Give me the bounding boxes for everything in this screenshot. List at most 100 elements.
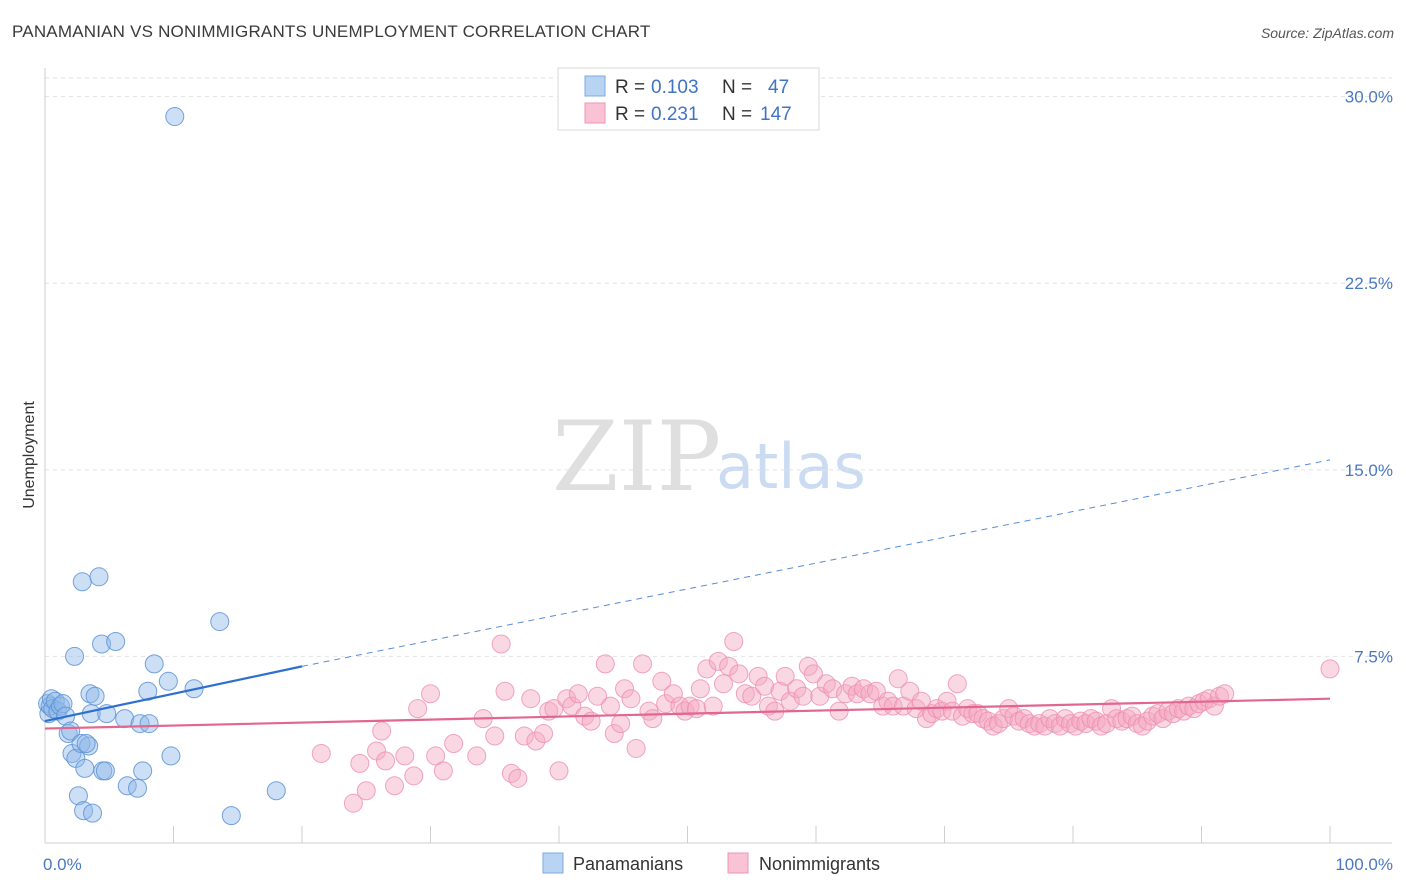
nonimmigrants-point <box>311 743 331 763</box>
nonimmigrants-point <box>729 664 749 684</box>
panamanians-point <box>221 806 241 826</box>
nonimmigrants-trend-line <box>44 697 1331 730</box>
nonimmigrants-point <box>467 746 487 766</box>
nonimmigrants-point <box>911 691 931 711</box>
nonimmigrants-point <box>376 751 396 771</box>
panamanians-point <box>53 694 73 714</box>
nonimmigrants-point <box>755 676 775 696</box>
nonimmigrants-point <box>1045 714 1065 734</box>
panamanians-point <box>161 746 181 766</box>
nonimmigrants-point <box>385 776 405 796</box>
panamanians-point <box>79 736 99 756</box>
trend-lines <box>44 459 1331 730</box>
nonimmigrants-point <box>444 733 464 753</box>
nonimmigrants-point <box>770 681 790 701</box>
nonimmigrants-point <box>495 681 515 701</box>
panamanians-point <box>95 761 115 781</box>
nonimmigrants-point <box>656 694 676 714</box>
nonimmigrants-point <box>526 731 546 751</box>
nonimmigrants-point <box>663 684 683 704</box>
nonimmigrants-point <box>491 634 511 654</box>
panamanians-point <box>68 786 88 806</box>
y-tick-label: 15.0% <box>1345 461 1393 480</box>
y-tick-labels: 7.5% 15.0% 22.5% 30.0% <box>1345 88 1393 667</box>
panamanians-point <box>61 721 81 741</box>
nonimmigrants-point <box>697 659 717 679</box>
nonimmigrants-point <box>775 666 795 686</box>
nonimmigrants-point <box>836 684 856 704</box>
nonimmigrants-point <box>633 654 653 674</box>
nonimmigrants-point <box>621 689 641 709</box>
nonimmigrants-point <box>652 671 672 691</box>
nonimmigrants-point <box>703 696 723 716</box>
nonimmigrants-point <box>1024 716 1044 736</box>
legend-n-label-1: N = <box>722 77 752 98</box>
panamanians-point <box>106 631 126 651</box>
watermark-zip: ZIP <box>552 401 721 513</box>
panamanians-point <box>92 634 112 654</box>
nonimmigrants-point <box>983 716 1003 736</box>
nonimmigrants-point <box>539 701 559 721</box>
nonimmigrants-point <box>973 709 993 729</box>
nonimmigrants-point <box>816 674 836 694</box>
nonimmigrants-point <box>888 669 908 689</box>
nonimmigrants-point <box>1189 694 1209 714</box>
nonimmigrants-point <box>742 686 762 706</box>
nonimmigrants-point <box>426 746 446 766</box>
nonimmigrants-point <box>1117 709 1137 729</box>
nonimmigrants-point <box>508 768 528 788</box>
panamanians-point <box>144 654 164 674</box>
nonimmigrants-point <box>485 726 505 746</box>
panamanians-point <box>75 758 95 778</box>
gridlines <box>45 77 1392 657</box>
nonimmigrants-point <box>433 761 453 781</box>
nonimmigrants-point <box>404 766 424 786</box>
nonimmigrants-point <box>643 709 663 729</box>
legend-r-label-1: R = <box>615 77 645 98</box>
nonimmigrants-points <box>311 631 1340 813</box>
nonimmigrants-point <box>1030 714 1050 734</box>
legend-n-label-2: N = <box>722 104 752 125</box>
nonimmigrants-point <box>595 654 615 674</box>
nonimmigrants-point <box>514 726 534 746</box>
legend-r-value-1: 0.103 <box>651 77 699 98</box>
nonimmigrants-point <box>350 753 370 773</box>
nonimmigrants-point <box>356 781 376 801</box>
panamanians-point <box>80 684 100 704</box>
nonimmigrants-point <box>421 684 440 704</box>
nonimmigrants-point <box>600 696 620 716</box>
nonimmigrants-point <box>793 686 813 706</box>
y-axis-title: Unemployment <box>21 401 38 509</box>
legend-swatch-panamanians <box>584 75 606 97</box>
nonimmigrants-point <box>963 704 983 724</box>
nonimmigrants-point <box>562 696 582 716</box>
panamanians-point <box>71 733 91 753</box>
x-tick-labels: 0.0% 100.0% <box>43 855 1393 874</box>
y-tick-label: 30.0% <box>1345 88 1393 107</box>
bottom-legend-swatch-panamanians <box>542 852 564 874</box>
nonimmigrants-point <box>708 651 728 671</box>
nonimmigrants-point <box>588 686 608 706</box>
panamanians-point <box>72 572 92 592</box>
panamanians-point <box>139 714 159 734</box>
nonimmigrants-point <box>686 699 706 719</box>
panamanians-points <box>38 107 286 826</box>
legend-r-value-2: 0.231 <box>651 104 699 125</box>
nonimmigrants-point <box>534 724 554 744</box>
panamanians-point <box>210 612 230 632</box>
nonimmigrants-point <box>937 691 957 711</box>
nonimmigrants-point <box>372 721 392 741</box>
chart-title: PANAMANIAN VS NONIMMIGRANTS UNEMPLOYMENT… <box>12 22 651 41</box>
panamanians-point <box>128 778 148 798</box>
source-credit: Source: ZipAtlas.com <box>1260 25 1394 41</box>
panamanians-point <box>85 686 105 706</box>
nonimmigrants-point <box>1019 714 1039 734</box>
panamanians-point <box>89 567 109 587</box>
y-tick-label: 7.5% <box>1354 647 1393 666</box>
nonimmigrants-point <box>883 696 903 716</box>
nonimmigrants-point <box>1112 711 1132 731</box>
nonimmigrants-point <box>615 679 635 699</box>
x-tick-label-max: 100.0% <box>1335 855 1393 874</box>
panamanians-point <box>165 107 185 127</box>
